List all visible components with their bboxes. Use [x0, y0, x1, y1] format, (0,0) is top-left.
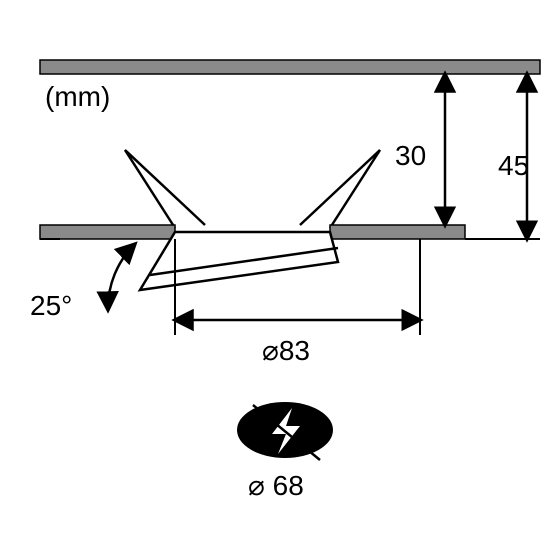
flange-right: [330, 225, 465, 239]
dim-diameter-label: ⌀83: [262, 335, 310, 366]
dim-outer-45: 45: [465, 74, 540, 239]
dim-inner-30: 30: [395, 74, 445, 225]
dim-angle-25: 25°: [30, 239, 135, 321]
lamp-body: [140, 232, 338, 290]
ceiling-bar: [40, 60, 540, 74]
flange-left: [40, 225, 175, 239]
dim-angle-label: 25°: [30, 290, 72, 321]
technical-drawing: (mm) 45 30 ⌀83 25° ⌀ 68: [0, 0, 560, 560]
cutout-icon: ⌀ 68: [237, 402, 333, 501]
dim-inner-label: 30: [395, 140, 426, 171]
spring-clips: [125, 150, 380, 228]
unit-label: (mm): [45, 81, 110, 112]
dim-cutout-label: ⌀ 68: [248, 470, 304, 501]
dim-outer-label: 45: [498, 150, 529, 181]
